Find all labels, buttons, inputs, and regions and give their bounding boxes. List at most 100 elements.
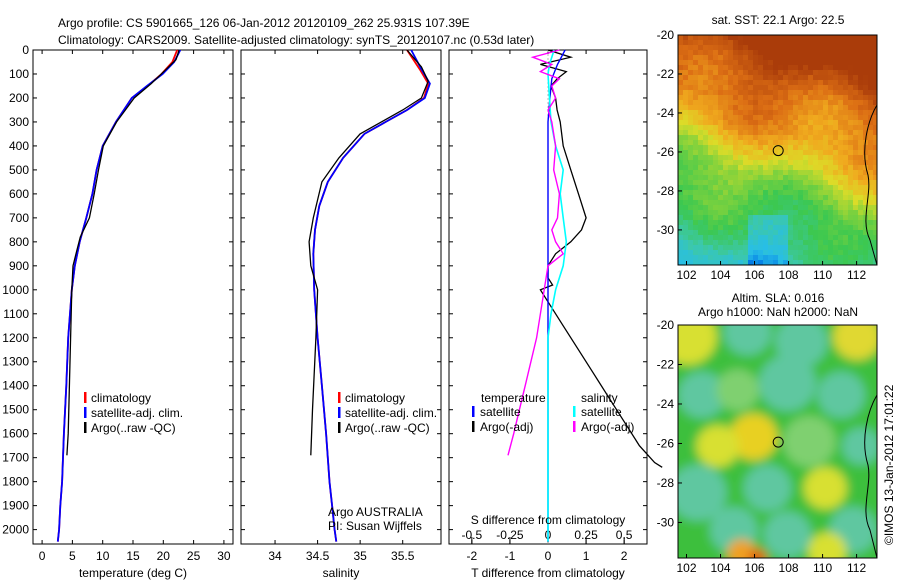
sst-cell <box>748 245 754 251</box>
sst-cell <box>718 85 724 91</box>
sst-cell <box>818 155 824 161</box>
sst-cell <box>833 210 839 216</box>
sst-cell <box>773 125 779 131</box>
sst-cell <box>698 155 704 161</box>
sst-cell <box>853 210 859 216</box>
sst-cell <box>803 240 809 246</box>
sst-cell <box>773 115 779 121</box>
sst-cell <box>843 45 849 51</box>
sst-cell <box>853 230 859 236</box>
sst-cell <box>768 145 774 151</box>
sst-cell <box>783 70 789 76</box>
sst-cell <box>793 205 799 211</box>
sst-cell <box>728 210 734 216</box>
sst-cell <box>783 245 789 251</box>
sst-cell <box>708 80 714 86</box>
sst-cell <box>763 195 769 201</box>
sst-cell <box>803 90 809 96</box>
sst-cell <box>843 190 849 196</box>
sst-cell <box>678 215 684 221</box>
sst-cell <box>803 130 809 136</box>
sst-cell <box>738 260 744 265</box>
sst-cell <box>798 245 804 251</box>
sst-cell <box>833 195 839 201</box>
sst-cell <box>813 115 819 121</box>
sst-cell <box>828 210 834 216</box>
sst-cell <box>678 100 684 106</box>
sst-cell <box>758 215 764 221</box>
sst-cell <box>843 160 849 166</box>
sst-cell <box>838 115 844 121</box>
sst-cell <box>848 235 854 241</box>
sst-cell <box>683 215 689 221</box>
sst-cell <box>723 180 729 186</box>
sst-cell <box>743 155 749 161</box>
sst-cell <box>733 65 739 71</box>
sst-cell <box>778 110 784 116</box>
sst-cell <box>718 35 724 41</box>
sst-cell <box>688 205 694 211</box>
sst-cell <box>798 95 804 101</box>
sst-cell <box>793 235 799 241</box>
sst-cell <box>743 185 749 191</box>
sst-cell <box>798 35 804 41</box>
sst-cell <box>798 70 804 76</box>
sst-cell <box>688 210 694 216</box>
sst-cell <box>743 190 749 196</box>
sst-cell <box>738 155 744 161</box>
sst-cell <box>768 45 774 51</box>
sst-cell <box>723 220 729 226</box>
sst-cell <box>733 140 739 146</box>
sst-cell <box>843 245 849 251</box>
sst-cell <box>738 105 744 111</box>
sst-cell <box>678 65 684 71</box>
sst-cell <box>758 200 764 206</box>
sst-cell <box>873 240 877 246</box>
sst-cell <box>718 195 724 201</box>
sla-anomaly-blob <box>763 511 812 558</box>
sst-cell <box>748 135 754 141</box>
sst-cell <box>858 165 864 171</box>
sst-cell <box>808 90 814 96</box>
sst-cell <box>873 125 877 131</box>
sst-cell <box>763 230 769 236</box>
sst-cell <box>713 200 719 206</box>
sst-cell <box>743 150 749 156</box>
sst-cell <box>793 225 799 231</box>
sst-cell <box>738 55 744 61</box>
sst-cell <box>793 180 799 186</box>
x-tick-label: 0 <box>39 549 46 563</box>
sst-cell <box>843 155 849 161</box>
sst-cell <box>873 135 877 141</box>
sst-cell <box>768 220 774 226</box>
sst-cell <box>853 215 859 221</box>
sst-cell <box>863 105 869 111</box>
sst-cell <box>683 150 689 156</box>
sst-cell <box>713 230 719 236</box>
sst-cell <box>818 220 824 226</box>
sst-cell <box>763 70 769 76</box>
sst-cell <box>803 110 809 116</box>
sst-cell <box>838 155 844 161</box>
sst-cell <box>783 135 789 141</box>
sst-cell <box>753 110 759 116</box>
sst-cell <box>698 175 704 181</box>
sst-cell <box>788 155 794 161</box>
sst-cell <box>733 190 739 196</box>
sst-cell <box>828 115 834 121</box>
sst-cell <box>703 180 709 186</box>
sst-cell <box>793 175 799 181</box>
sst-cell <box>708 110 714 116</box>
sst-cell <box>728 140 734 146</box>
sst-cell <box>768 130 774 136</box>
sst-cell <box>708 190 714 196</box>
sst-cell <box>818 130 824 136</box>
sst-cell <box>683 60 689 66</box>
sst-cell <box>678 255 684 261</box>
sst-cell <box>818 110 824 116</box>
sst-cell <box>773 65 779 71</box>
sst-cell <box>793 100 799 106</box>
sst-cell <box>753 145 759 151</box>
sst-cell <box>798 225 804 231</box>
sst-cell <box>708 250 714 256</box>
